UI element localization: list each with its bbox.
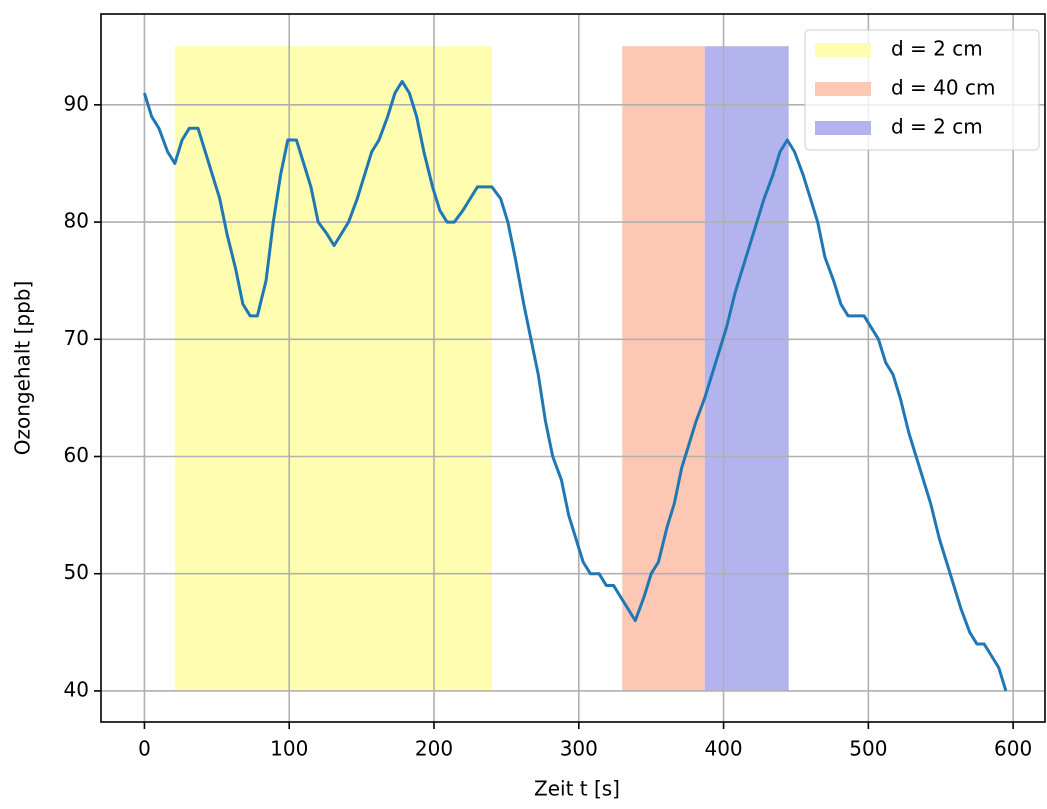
shaded-span	[622, 46, 705, 691]
x-axis-label: Zeit t [s]	[534, 777, 620, 801]
x-tick-label: 400	[704, 737, 742, 761]
y-tick-label: 40	[64, 677, 89, 701]
legend-box	[804, 29, 1040, 151]
shaded-span	[704, 46, 789, 691]
x-tick-label: 500	[849, 737, 887, 761]
legend-label: d = 40 cm	[891, 76, 995, 100]
y-tick-label: 80	[64, 209, 89, 233]
legend: d = 2 cm d = 40 cm d = 2 cm	[804, 29, 1040, 151]
data-line	[143, 79, 1008, 692]
plot-frame	[100, 13, 1046, 723]
x-tick-label: 100	[270, 737, 308, 761]
y-axis-label: Ozongehalt [ppb]	[11, 281, 35, 456]
legend-label: d = 2 cm	[891, 37, 983, 61]
x-tick-label: 600	[994, 737, 1032, 761]
shaded-span	[174, 46, 492, 691]
legend-swatch	[815, 43, 871, 57]
y-tick-label: 70	[64, 326, 89, 350]
legend-swatch	[815, 121, 871, 135]
legend-label: d = 2 cm	[891, 115, 983, 139]
y-tick-label: 90	[64, 91, 89, 115]
x-tick-label: 0	[138, 737, 151, 761]
x-tick-label: 300	[560, 737, 598, 761]
y-tick-label: 50	[64, 560, 89, 584]
x-tick-label: 200	[415, 737, 453, 761]
legend-swatch	[815, 82, 871, 96]
y-tick-label: 60	[64, 443, 89, 467]
